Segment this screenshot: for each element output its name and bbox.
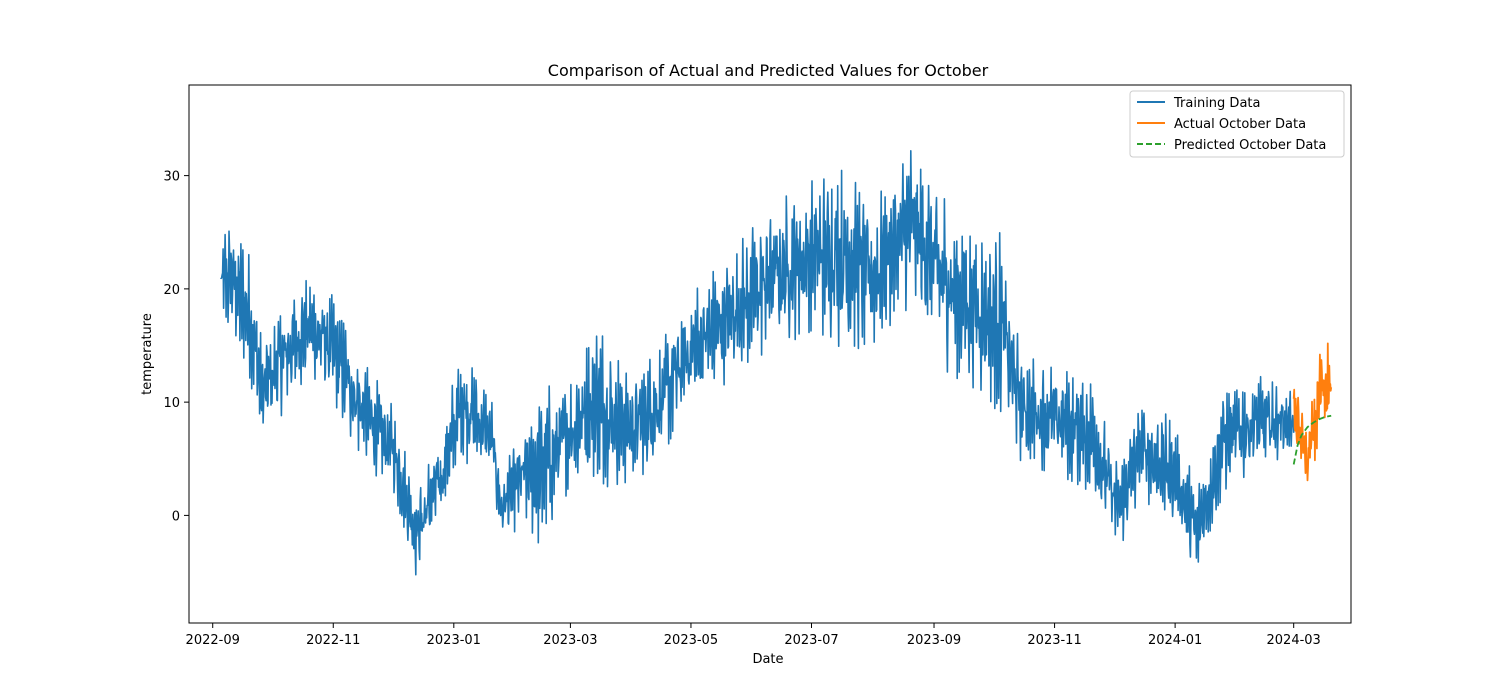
legend-label-actual: Actual October Data	[1174, 117, 1306, 132]
y-axis: 0 10 20 30	[163, 170, 189, 524]
x-tick-label: 2024-03	[1267, 633, 1321, 648]
x-tick-label: 2023-03	[543, 633, 597, 648]
y-axis-title: temperature	[140, 313, 155, 395]
y-tick-label: 30	[163, 170, 180, 185]
legend-label-training: Training Data	[1173, 96, 1260, 111]
x-tick-label: 2023-01	[427, 633, 481, 648]
plot-area-frame	[188, 84, 1352, 624]
x-axis: 2022-09 2022-11 2023-01 2023-03 2023-05 2023-…	[186, 623, 1321, 648]
x-tick-label: 2023-09	[907, 633, 961, 648]
x-tick-label: 2023-11	[1027, 633, 1081, 648]
x-tick-label: 2024-01	[1148, 633, 1202, 648]
y-tick-label: 10	[163, 396, 180, 411]
series-line-0	[220, 150, 1295, 576]
legend: Training Data Actual October Data Predic…	[1129, 90, 1345, 158]
series-line-2	[1292, 414, 1332, 465]
y-tick-label: 20	[163, 283, 180, 298]
x-axis-title: Date	[752, 652, 783, 667]
series-line-1	[1292, 342, 1333, 482]
chart-title: Comparison of Actual and Predicted Value…	[548, 61, 989, 80]
legend-box	[1129, 90, 1345, 158]
x-tick-label: 2022-09	[186, 633, 240, 648]
y-tick-label: 0	[172, 509, 180, 524]
x-tick-label: 2023-07	[784, 633, 838, 648]
x-tick-label: 2023-05	[664, 633, 718, 648]
x-tick-label: 2022-11	[306, 633, 360, 648]
legend-label-predicted: Predicted October Data	[1174, 138, 1326, 153]
